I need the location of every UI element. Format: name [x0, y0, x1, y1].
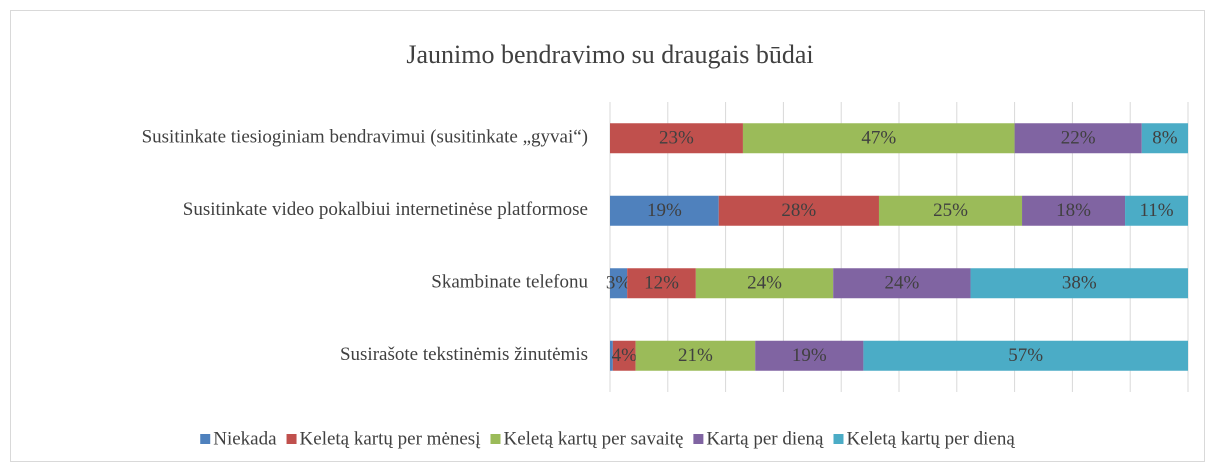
bar-segment — [635, 340, 756, 371]
data-label: 24% — [884, 273, 919, 294]
bar-segment — [1014, 123, 1142, 154]
legend-label: Kartą per dieną — [706, 428, 824, 449]
data-label: 18% — [1056, 200, 1091, 221]
data-label: 12% — [644, 273, 679, 294]
y-tick-label: Susirašote tekstinėmis žinutėmis — [340, 344, 588, 365]
bar-segment — [610, 123, 743, 154]
data-label: 28% — [781, 200, 816, 221]
data-label: 19% — [647, 200, 682, 221]
bar-segment — [970, 268, 1188, 299]
data-label: 23% — [659, 128, 694, 149]
data-label: 24% — [747, 273, 782, 294]
bar-segment — [610, 195, 719, 226]
bar-segment — [1141, 123, 1188, 154]
bar-segment — [755, 340, 864, 371]
chart-frame — [10, 10, 1205, 462]
data-label: 22% — [1061, 128, 1096, 149]
y-tick-label: Susitinkate tiesioginiam bendravimui (su… — [142, 127, 588, 148]
legend-swatch — [200, 434, 211, 444]
legend-label: Keletą kartų per mėnesį — [300, 428, 481, 449]
legend-swatch — [833, 434, 844, 444]
bar-segment — [627, 268, 696, 299]
bar-segment — [718, 195, 879, 226]
y-tick-label: Susitinkate video pokalbiui internetinės… — [183, 199, 588, 220]
bar-segment — [612, 340, 636, 371]
chart-title: Jaunimo bendravimo su draugais būdai — [406, 40, 813, 69]
bar-segment — [610, 268, 628, 299]
data-label: 4% — [612, 345, 638, 366]
legend-swatch — [490, 434, 501, 444]
data-label: 47% — [861, 128, 896, 149]
data-label: 8% — [1152, 128, 1178, 149]
data-label: 11% — [1139, 200, 1173, 221]
bar-segment — [833, 268, 971, 299]
bar-segment — [863, 340, 1188, 371]
bar-segment — [878, 195, 1023, 226]
bar-segment — [1125, 195, 1188, 226]
legend: Niekada Keletą kartų per mėnesį Keletą kar… — [200, 428, 1015, 449]
data-label: 38% — [1062, 273, 1097, 294]
legend-swatch — [693, 434, 704, 444]
y-tick-label: Skambinate telefonu — [431, 272, 588, 293]
legend-swatch — [286, 434, 297, 444]
data-label: 21% — [678, 345, 713, 366]
legend-label: Keletą kartų per savaitę — [503, 428, 683, 449]
bar-segment — [695, 268, 834, 299]
bar-segment — [742, 123, 1015, 154]
data-label: 19% — [792, 345, 827, 366]
bar-segment — [1022, 195, 1126, 226]
legend-label: Niekada — [213, 428, 277, 449]
legend-label: Keletą kartų per dieną — [846, 428, 1015, 449]
bar-segment — [610, 340, 613, 371]
data-label: 25% — [933, 200, 968, 221]
data-label: 57% — [1008, 345, 1043, 366]
data-label: 3% — [606, 273, 632, 294]
